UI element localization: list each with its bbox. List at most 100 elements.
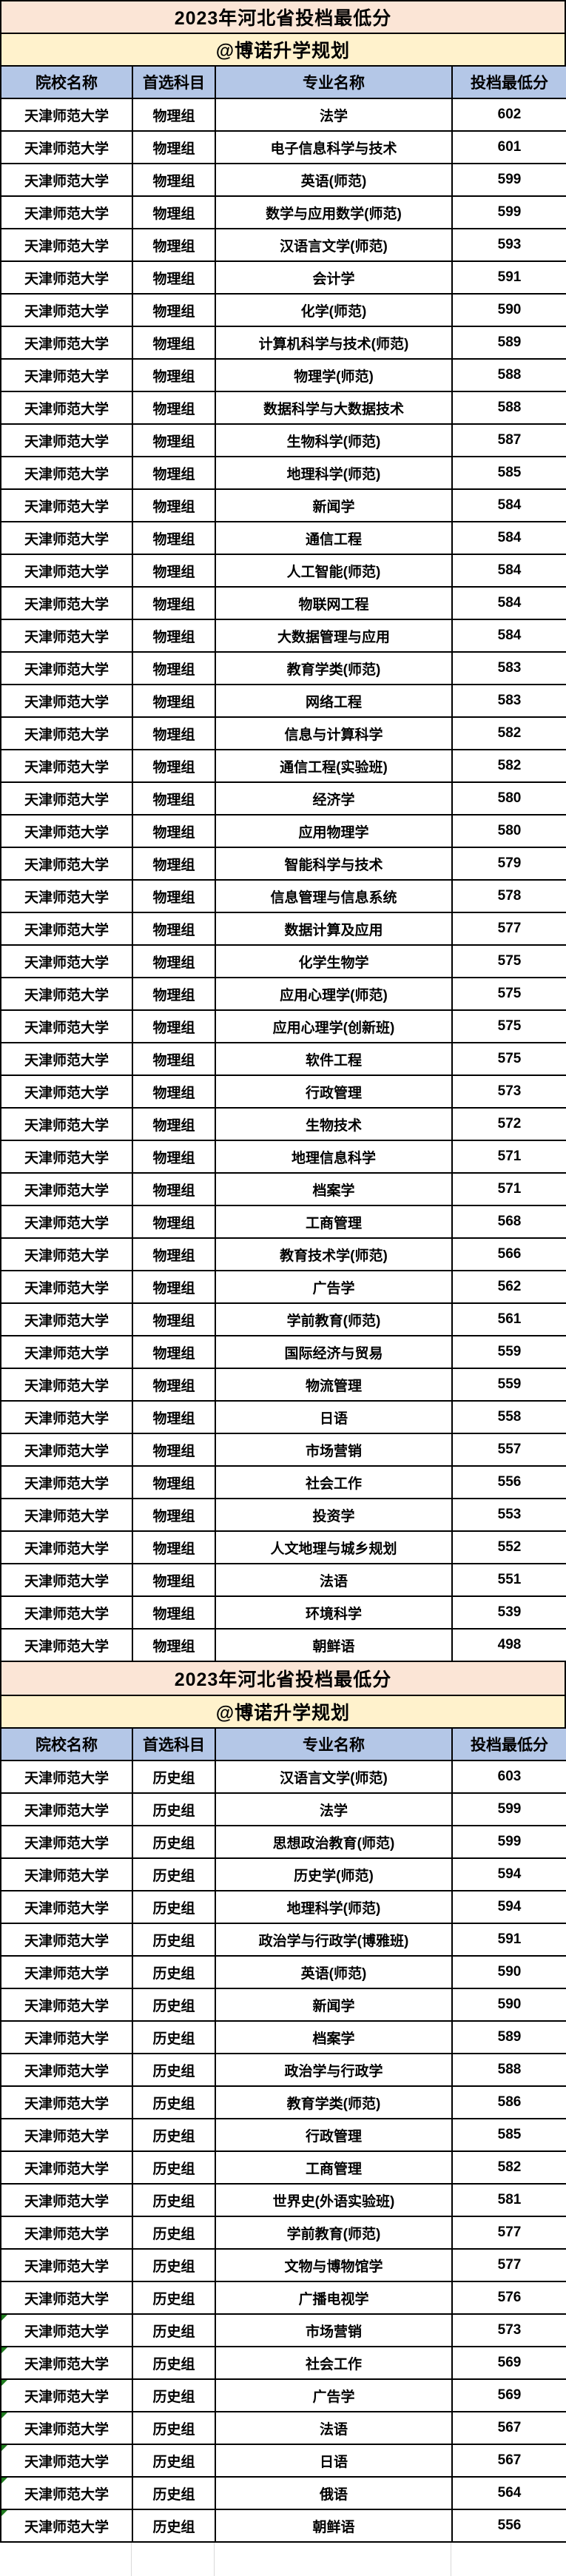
- subject-cell: 物理组: [132, 651, 216, 685]
- subject-cell: 物理组: [132, 1009, 216, 1043]
- major-cell: 档案学: [215, 2020, 453, 2054]
- school-cell: 天津师范大学: [0, 2053, 133, 2087]
- score-cell: 498: [451, 1628, 566, 1662]
- major-cell: 数学与应用数学(师范): [215, 195, 453, 229]
- excel-flag-marker: [2, 2381, 7, 2386]
- score-cell: 584: [451, 619, 566, 653]
- score-cell: 582: [451, 749, 566, 783]
- score-cell: 590: [451, 293, 566, 327]
- subject-cell: 物理组: [132, 260, 216, 295]
- table-row: 天津师范大学 历史组 法语 567: [0, 2411, 566, 2445]
- major-cell: 法语: [215, 2411, 453, 2445]
- table-row: 天津师范大学 物理组 日语 558: [0, 1400, 566, 1434]
- subject-cell: 物理组: [132, 1042, 216, 1076]
- major-cell: 市场营销: [215, 2313, 453, 2347]
- score-cell: 589: [451, 2020, 566, 2054]
- subject-cell: 物理组: [132, 195, 216, 229]
- score-cell: 564: [451, 2476, 566, 2510]
- major-cell: 物联网工程: [215, 586, 453, 620]
- school-cell: 天津师范大学: [0, 98, 133, 132]
- school-cell: 天津师范大学: [0, 1433, 133, 1467]
- school-cell: 天津师范大学: [0, 456, 133, 490]
- subject-cell: 历史组: [132, 2281, 216, 2315]
- table-row: 天津师范大学 历史组 俄语 564: [0, 2476, 566, 2510]
- section-title: 2023年河北省投档最低分: [0, 0, 566, 33]
- table-row: 天津师范大学 物理组 经济学 580: [0, 781, 566, 815]
- table-row: 天津师范大学 物理组 信息管理与信息系统 578: [0, 879, 566, 913]
- school-cell: 天津师范大学: [0, 2313, 133, 2347]
- table-row: 天津师范大学 物理组 大数据管理与应用 584: [0, 619, 566, 653]
- subject-cell: 历史组: [132, 2411, 216, 2445]
- major-cell: 投资学: [215, 1498, 453, 1532]
- school-cell: 天津师范大学: [0, 1237, 133, 1271]
- major-cell: 化学生物学: [215, 944, 453, 978]
- major-cell: 国际经济与贸易: [215, 1335, 453, 1369]
- table-row: 天津师范大学 物理组 物联网工程 584: [0, 586, 566, 620]
- score-cell: 569: [451, 2346, 566, 2380]
- table-row: 天津师范大学 物理组 网络工程 583: [0, 684, 566, 718]
- school-cell: 天津师范大学: [0, 2476, 133, 2510]
- table-row: 天津师范大学 物理组 法语 551: [0, 1563, 566, 1597]
- score-cell: 577: [451, 912, 566, 946]
- score-cell: 594: [451, 1890, 566, 1924]
- school-cell: 天津师范大学: [0, 684, 133, 718]
- school-cell: 天津师范大学: [0, 749, 133, 783]
- table-row: 天津师范大学 历史组 学前教育(师范) 577: [0, 2216, 566, 2250]
- column-header: 投档最低分: [451, 65, 566, 99]
- major-cell: 新闻学: [215, 1988, 453, 2022]
- school-cell: 天津师范大学: [0, 1107, 133, 1141]
- major-cell: 生物科学(师范): [215, 423, 453, 457]
- school-cell: 天津师范大学: [0, 521, 133, 555]
- subject-cell: 物理组: [132, 456, 216, 490]
- major-cell: 思想政治教育(师范): [215, 1825, 453, 1859]
- major-cell: 应用心理学(师范): [215, 977, 453, 1011]
- school-cell: 天津师范大学: [0, 1825, 133, 1859]
- major-cell: 行政管理: [215, 1075, 453, 1109]
- school-cell: 天津师范大学: [0, 814, 133, 848]
- subject-cell: 物理组: [132, 1368, 216, 1402]
- school-cell: 天津师范大学: [0, 1075, 133, 1109]
- score-cell: 572: [451, 1107, 566, 1141]
- subject-cell: 物理组: [132, 912, 216, 946]
- subject-cell: 历史组: [132, 2118, 216, 2152]
- school-cell: 天津师范大学: [0, 1172, 133, 1206]
- score-cell: 559: [451, 1335, 566, 1369]
- school-cell: 天津师范大学: [0, 391, 133, 425]
- school-cell: 天津师范大学: [0, 1628, 133, 1662]
- score-cell: 584: [451, 586, 566, 620]
- major-cell: 教育学类(师范): [215, 2085, 453, 2119]
- subject-cell: 物理组: [132, 1595, 216, 1630]
- school-cell: 天津师范大学: [0, 488, 133, 522]
- major-cell: 应用物理学: [215, 814, 453, 848]
- school-cell: 天津师范大学: [0, 1890, 133, 1924]
- school-cell: 天津师范大学: [0, 1140, 133, 1174]
- excel-flag-marker: [2, 2413, 7, 2418]
- school-cell: 天津师范大学: [0, 2150, 133, 2185]
- subject-cell: 物理组: [132, 781, 216, 815]
- school-cell: 天津师范大学: [0, 2216, 133, 2250]
- column-header: 院校名称: [0, 1727, 133, 1761]
- table-row: 天津师范大学 历史组 市场营销 573: [0, 2313, 566, 2347]
- subject-cell: 历史组: [132, 2248, 216, 2282]
- score-cell: 573: [451, 2313, 566, 2347]
- school-cell: 天津师范大学: [0, 228, 133, 262]
- school-cell: 天津师范大学: [0, 2346, 133, 2380]
- school-cell: 天津师范大学: [0, 912, 133, 946]
- score-cell: 575: [451, 1042, 566, 1076]
- school-cell: 天津师范大学: [0, 1205, 133, 1239]
- school-cell: 天津师范大学: [0, 2281, 133, 2315]
- score-cell: 556: [451, 2509, 566, 2543]
- table-row: 天津师范大学 物理组 生物科学(师范) 587: [0, 423, 566, 457]
- major-cell: 广告学: [215, 2378, 453, 2412]
- score-cell: 599: [451, 1792, 566, 1826]
- major-cell: 英语(师范): [215, 163, 453, 197]
- subject-cell: 物理组: [132, 586, 216, 620]
- subject-cell: 历史组: [132, 2150, 216, 2185]
- grid-line: [131, 2543, 132, 2576]
- subject-cell: 物理组: [132, 488, 216, 522]
- school-cell: 天津师范大学: [0, 716, 133, 750]
- score-cell: 602: [451, 98, 566, 132]
- table-row: 天津师范大学 物理组 投资学 553: [0, 1498, 566, 1532]
- score-cell: 590: [451, 1988, 566, 2022]
- subject-cell: 物理组: [132, 847, 216, 881]
